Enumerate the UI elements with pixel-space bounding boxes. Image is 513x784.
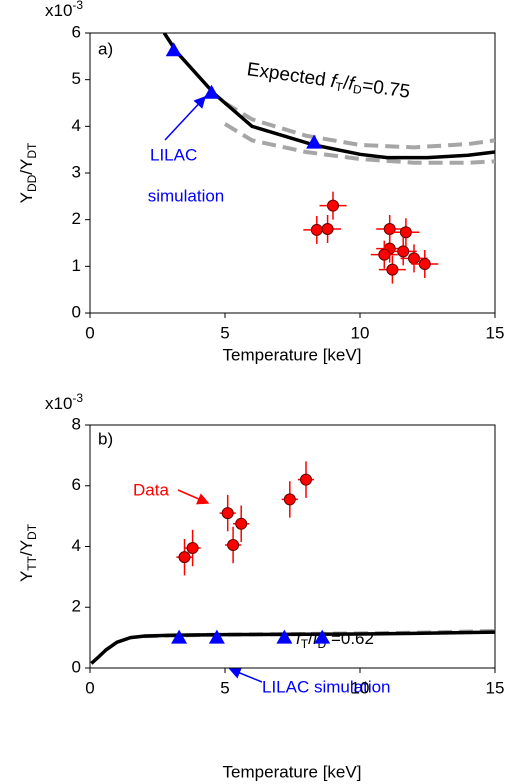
x-tick-label: 5 [220, 323, 229, 342]
y-tick-label: 0 [72, 302, 81, 321]
simulation-point [306, 134, 323, 149]
data-point [178, 551, 191, 564]
x-tick-label: 15 [486, 678, 505, 697]
data-point [321, 223, 334, 235]
lilac-label: simulation [148, 186, 225, 205]
arrow [228, 667, 263, 683]
x-axis-label: Temperature [keV] [223, 762, 362, 781]
data-point [221, 507, 234, 520]
data-point [418, 258, 431, 270]
data-point [378, 248, 391, 261]
data-point [227, 538, 240, 551]
expected-line [223, 122, 495, 165]
y-tick-label: 4 [72, 116, 81, 135]
y-tick-label: 1 [72, 256, 81, 275]
x-tick-label: 0 [85, 678, 94, 697]
expected-line [223, 101, 495, 150]
y-tick-label: 6 [72, 475, 81, 494]
data-point [327, 199, 339, 212]
y-tick-label: 3 [72, 162, 81, 181]
panel-label: b) [98, 429, 113, 448]
data-point [408, 252, 420, 265]
data-label: Data [133, 480, 169, 499]
simulation-line [90, 630, 495, 665]
expected-label: Expected fT/fD=0.75 [245, 59, 411, 104]
simulation-point [276, 629, 293, 644]
panel-a: x10-3 a) Expected fT/fD=0.75 LILAC simul… [17, 0, 504, 364]
data-point [300, 473, 312, 486]
simulation-point [165, 42, 182, 57]
arrow [164, 95, 207, 141]
y-tick-label: 5 [72, 69, 81, 88]
x-tick-label: 10 [351, 678, 370, 697]
data-point [399, 226, 412, 239]
y-tick-label: 0 [72, 657, 81, 676]
y-tick-label: 4 [72, 536, 81, 555]
simulation-point [314, 629, 331, 644]
x-tick-label: 0 [85, 323, 94, 342]
panel-b: x10-3 b) Data fT/fD =0.62 LILAC simulati… [17, 391, 504, 781]
simulation-line [162, 33, 495, 160]
x-axis-label: Temperature [keV] [223, 345, 362, 364]
x-tick-label: 10 [351, 323, 370, 342]
simulation-point [203, 84, 220, 99]
x-tick-label: 5 [220, 678, 229, 697]
data-point [235, 517, 248, 530]
y-axis-label: YTT/YDT [17, 523, 39, 582]
simulation-point [171, 629, 188, 644]
data-point [283, 493, 296, 506]
arrow [177, 489, 210, 505]
y-tick-label: 2 [72, 597, 81, 616]
y-tick-label: 2 [72, 209, 81, 228]
data-layer [90, 628, 495, 665]
data-point [310, 223, 323, 236]
lilac-label: LILAC [150, 145, 197, 164]
multiplier: x10-3 [45, 0, 83, 20]
simulation-point [208, 629, 225, 644]
multiplier: x10-3 [45, 391, 83, 413]
lilac-label: LILAC simulation [262, 677, 391, 696]
y-tick-label: 6 [72, 22, 81, 41]
data-point [386, 263, 399, 276]
y-tick-label: 8 [72, 414, 81, 433]
panel-label: a) [98, 39, 113, 58]
data-point [186, 542, 199, 555]
data-layer [162, 33, 495, 165]
y-axis-label: YDD/YDT [17, 142, 39, 203]
x-tick-label: 15 [486, 323, 505, 342]
data-point [397, 245, 410, 258]
